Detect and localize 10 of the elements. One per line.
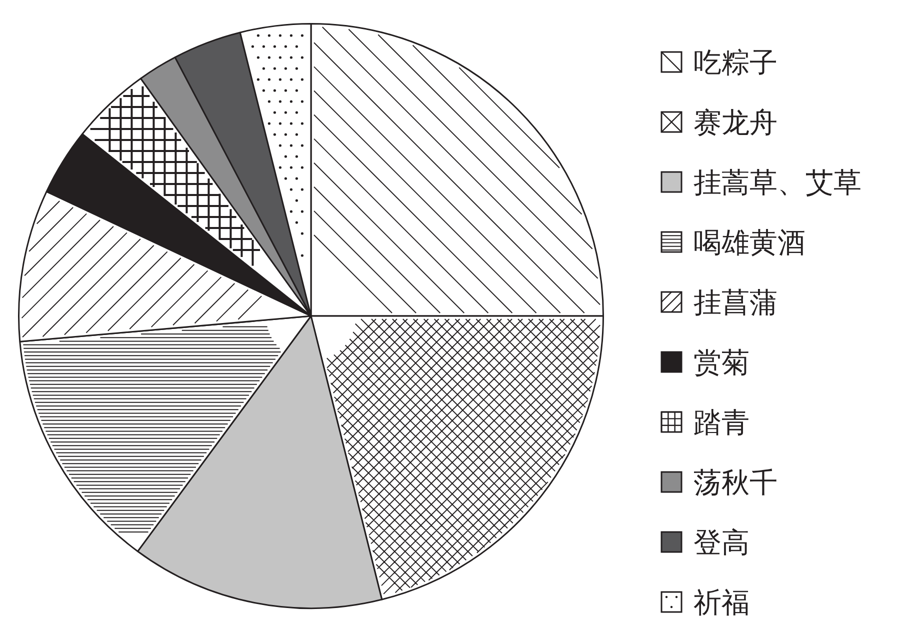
legend-label: 踏青 xyxy=(694,408,750,440)
legend-label: 喝雄黄酒 xyxy=(694,228,806,260)
legend-label: 赏菊 xyxy=(694,348,750,380)
legend-label: 祈福 xyxy=(694,588,750,620)
legend-label: 赛龙舟 xyxy=(694,108,778,140)
legend-label: 吃粽子 xyxy=(694,48,778,80)
legend-label: 登高 xyxy=(694,528,750,560)
legend-label: 挂蒿草、艾草 xyxy=(694,168,862,200)
legend-label: 挂菖蒲 xyxy=(694,288,778,320)
legend-label: 荡秋千 xyxy=(694,468,778,500)
